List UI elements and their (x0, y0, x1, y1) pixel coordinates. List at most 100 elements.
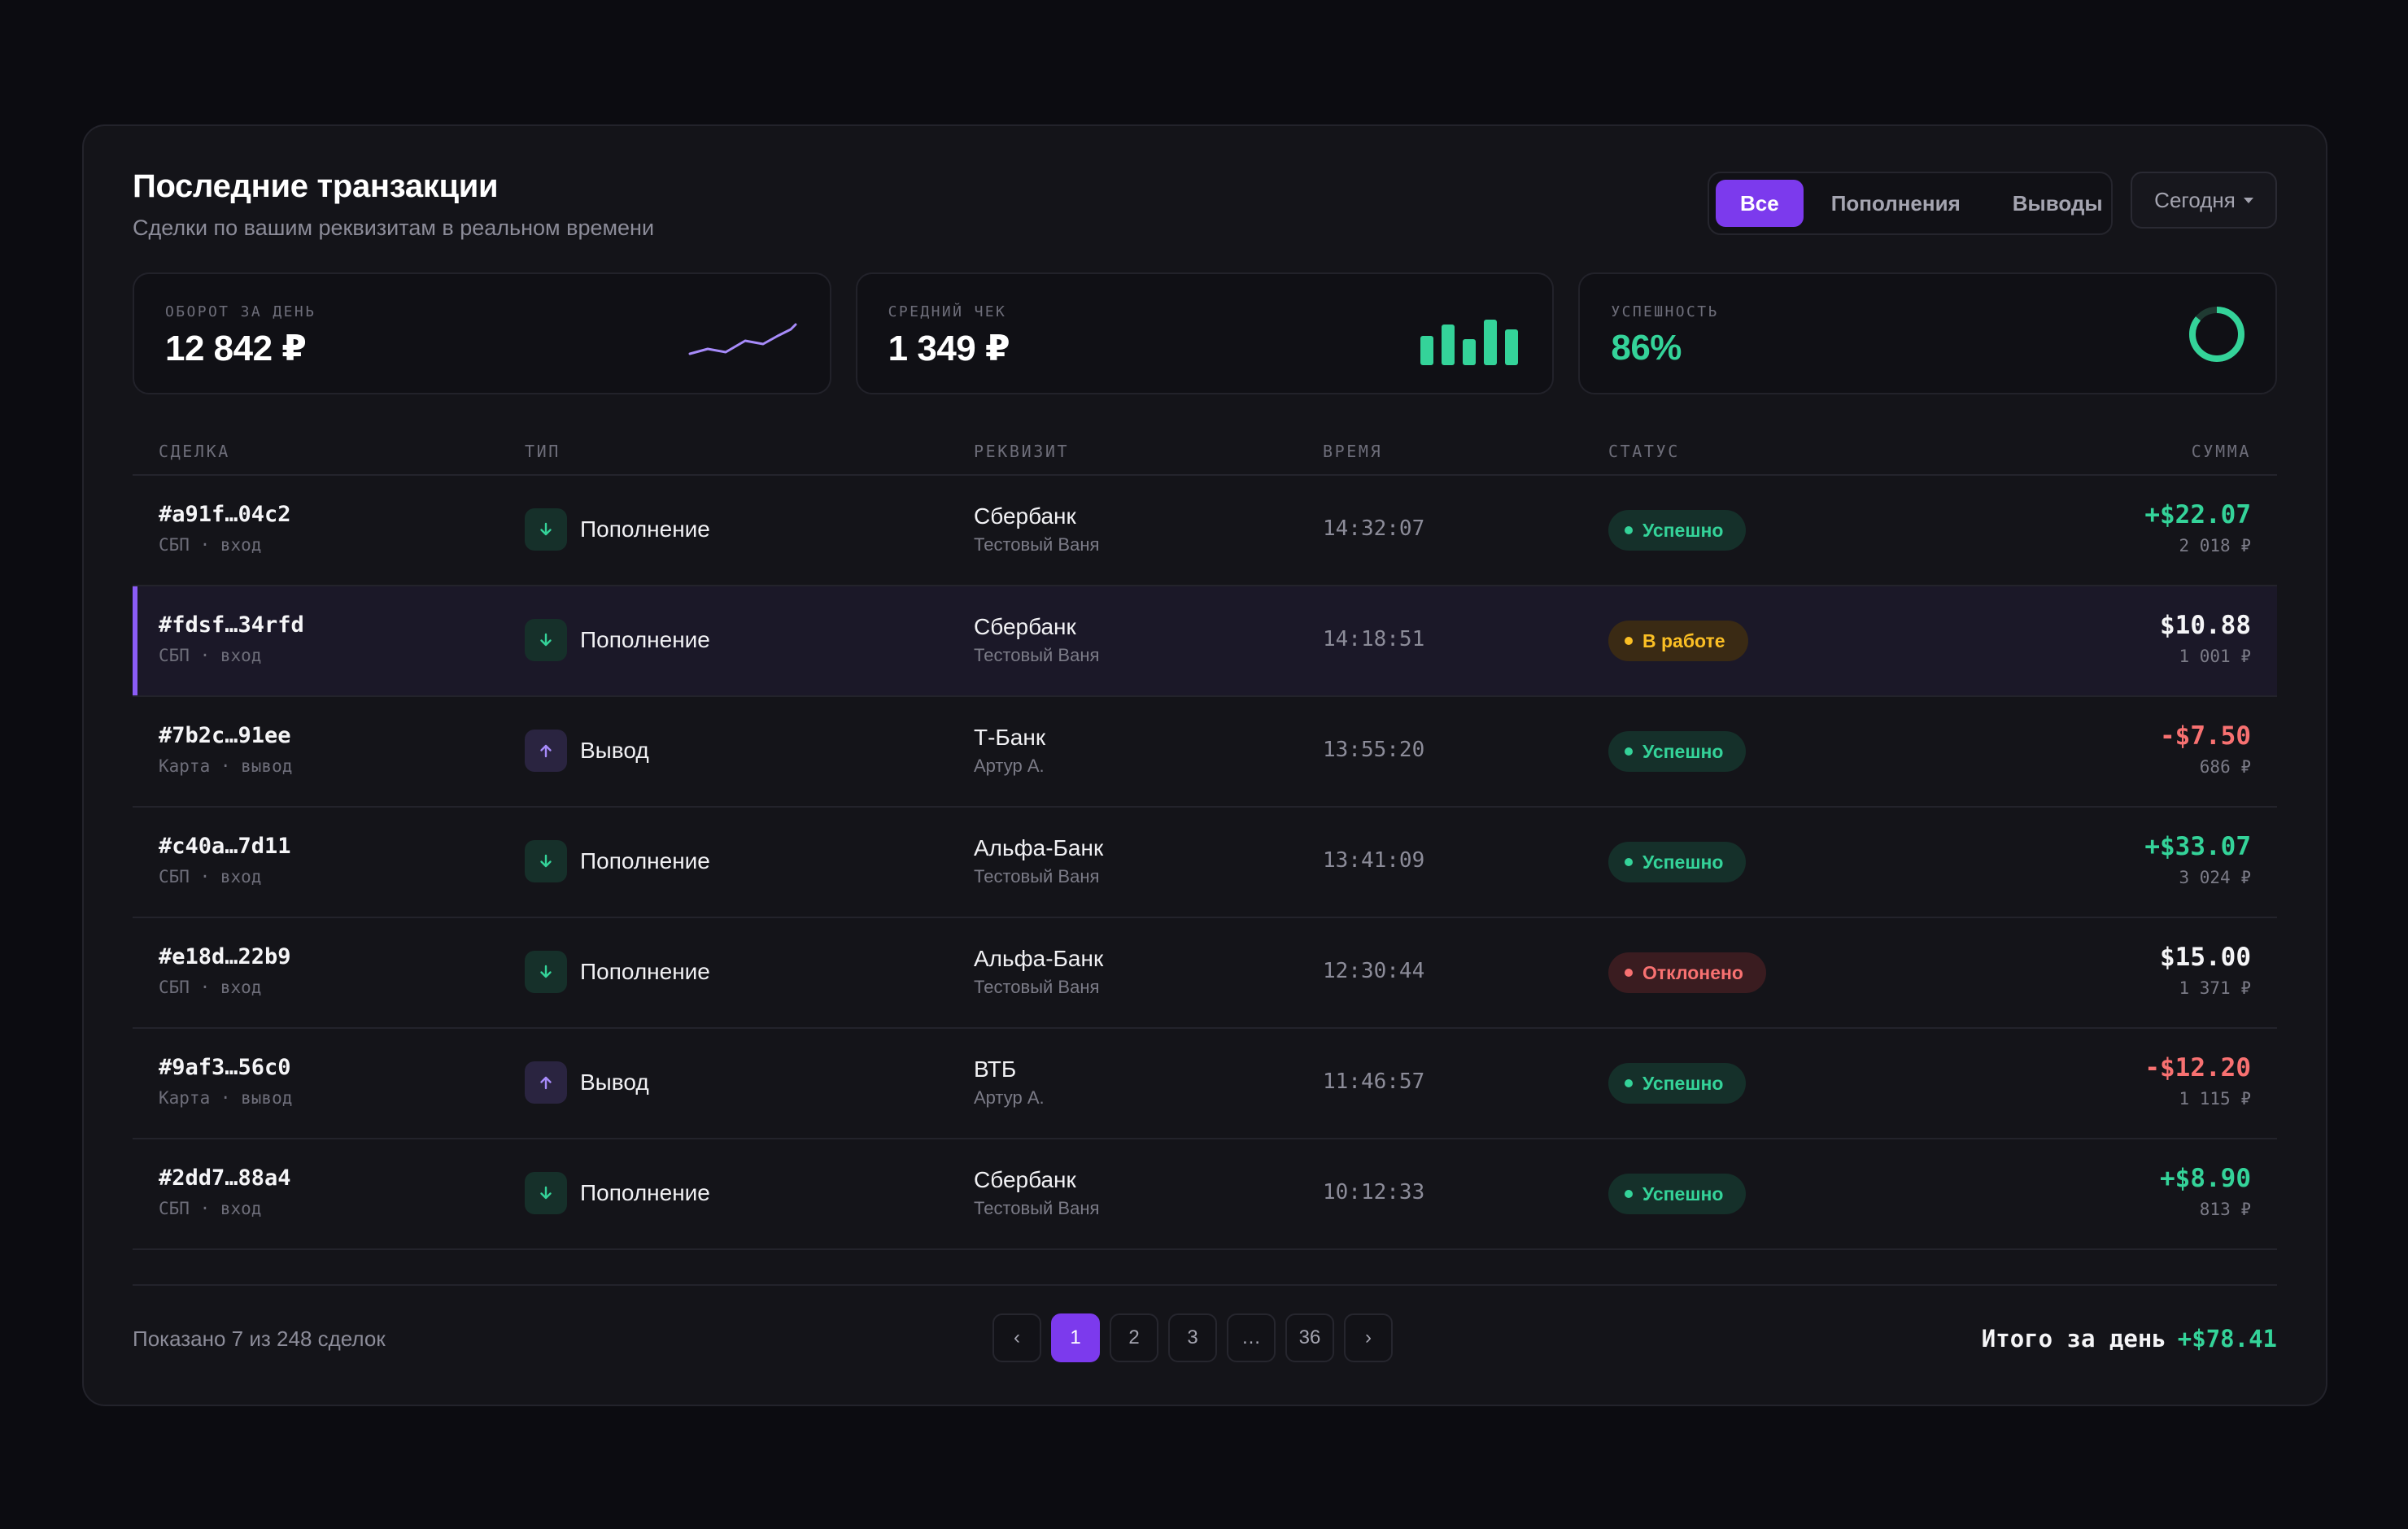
deal-id[interactable]: #9af3…56c0 (159, 1055, 291, 1080)
amount-rub: 1 115 ₽ (2179, 1089, 2251, 1109)
time-cell: 14:18:51 (1323, 627, 1425, 651)
holder-name: Артур А. (974, 1087, 1045, 1108)
holder-name: Артур А. (974, 756, 1045, 776)
status-label: В работе (1642, 629, 1725, 651)
deal-id[interactable]: #7b2c…91ee (159, 723, 291, 748)
time-cell: 13:41:09 (1323, 848, 1425, 873)
type-cell: Пополнение (525, 840, 710, 882)
page-subtitle: Сделки по вашим реквизитам в реальном вр… (133, 216, 655, 240)
deal-method: СБП · вход (159, 1199, 262, 1218)
deal-cell: #c40a…7d11 СБП · вход (159, 834, 291, 886)
status-dot-icon (1625, 747, 1633, 756)
holder-name: Тестовый Ваня (974, 534, 1100, 555)
stat-value: 1 349 ₽ (888, 329, 1010, 368)
time-cell: 10:12:33 (1323, 1180, 1425, 1204)
stat-success-rate: УСПЕШНОСТЬ 86% (1578, 272, 2278, 394)
tab-withdrawals[interactable]: Выводы (2012, 190, 2103, 216)
type-cell: Пополнение (525, 619, 710, 661)
status-label: Успешно (1642, 740, 1724, 762)
table-row[interactable]: #9af3…56c0 Карта · вывод Вывод ВТБ Артур А. 1… (133, 1029, 2277, 1139)
donut-chart (2189, 307, 2245, 362)
page-button[interactable]: 36 (1285, 1313, 1334, 1362)
requisite-cell: Сбербанк Тестовый Ваня (974, 503, 1099, 555)
table-row[interactable]: #a91f…04c2 СБП · вход Пополнение Сбербанк Те… (133, 476, 2277, 586)
requisite-cell: Т-Банк Артур А. (974, 725, 1045, 777)
bank-name: Альфа-Банк (974, 835, 1104, 860)
stat-average: СРЕДНИЙ ЧЕК 1 349 ₽ (855, 272, 1555, 394)
bank-name: Сбербанк (974, 614, 1076, 639)
status-label: Успешно (1642, 851, 1724, 873)
arrow-down-icon (525, 840, 567, 882)
amount-usd: $15.00 (2160, 943, 2251, 972)
type-cell: Пополнение (525, 1172, 710, 1214)
date-filter-dropdown[interactable]: Сегодня (2131, 172, 2277, 229)
amount-rub: 1 001 ₽ (2179, 647, 2251, 666)
type-cell: Пополнение (525, 951, 710, 993)
status-label: Успешно (1642, 519, 1724, 541)
prev-page-button[interactable]: ‹ (992, 1313, 1041, 1362)
time-cell: 11:46:57 (1323, 1069, 1425, 1094)
table-row[interactable]: #c40a…7d11 СБП · вход Пополнение Альфа-Банк… (133, 808, 2277, 918)
type-label: Вывод (580, 738, 649, 763)
status-cell: Успешно (1608, 510, 1747, 551)
table-row[interactable]: #7b2c…91ee Карта · вывод Вывод Т-Банк Артур … (133, 697, 2277, 808)
bar-mini-chart (1420, 320, 1519, 365)
status-dot-icon (1625, 1190, 1633, 1198)
next-page-button[interactable]: › (1344, 1313, 1393, 1362)
table-row[interactable]: #fdsf…34rfd СБП · вход Пополнение Сбербанк Т… (133, 586, 2277, 697)
requisite-cell: Сбербанк Тестовый Ваня (974, 1167, 1099, 1219)
arrow-up-icon (525, 730, 567, 772)
table-row[interactable]: #e18d…22b9 СБП · вход Пополнение Альфа-Банк… (133, 918, 2277, 1029)
type-cell: Вывод (525, 730, 649, 772)
holder-name: Тестовый Ваня (974, 977, 1100, 997)
status-cell: В работе (1608, 621, 1748, 661)
type-label: Пополнение (580, 848, 710, 873)
deal-id[interactable]: #e18d…22b9 (159, 944, 291, 969)
card-inner: Последние транзакции Сделки по вашим рек… (133, 126, 2278, 1405)
amount-rub: 3 024 ₽ (2179, 868, 2251, 887)
amount-usd: -$12.20 (2144, 1053, 2251, 1082)
tab-deposits[interactable]: Пополнения (1830, 190, 1961, 216)
bank-name: ВТБ (974, 1056, 1017, 1082)
arrow-down-icon (525, 951, 567, 993)
requisite-cell: Альфа-Банк Тестовый Ваня (974, 946, 1103, 998)
tab-all[interactable]: Все (1716, 180, 1804, 227)
status-badge: Успешно (1608, 731, 1747, 772)
transactions-table-body: #a91f…04c2 СБП · вход Пополнение Сбербанк Те… (133, 476, 2277, 1250)
page-button[interactable]: 3 (1168, 1313, 1217, 1362)
deal-id[interactable]: #c40a…7d11 (159, 834, 291, 859)
deal-cell: #a91f…04c2 СБП · вход (159, 502, 291, 555)
shown-count-text: Показано 7 из 248 сделок (133, 1326, 386, 1351)
deal-id[interactable]: #fdsf…34rfd (159, 612, 304, 638)
stat-label: ОБОРОТ ЗА ДЕНЬ (165, 303, 316, 320)
status-badge: В работе (1608, 621, 1748, 661)
table-row[interactable]: #2dd7…88a4 СБП · вход Пополнение Сбербанк Те… (133, 1139, 2277, 1250)
status-dot-icon (1625, 1079, 1633, 1087)
status-cell: Успешно (1608, 731, 1747, 772)
status-badge: Успешно (1608, 510, 1747, 551)
amount-cell: -$12.20 1 115 ₽ (2144, 1053, 2251, 1109)
deal-method: Карта · вывод (159, 1088, 293, 1108)
stat-label: УСПЕШНОСТЬ (1611, 303, 1719, 320)
requisite-cell: Сбербанк Тестовый Ваня (974, 614, 1099, 666)
deal-method: СБП · вход (159, 867, 262, 886)
amount-cell: +$22.07 2 018 ₽ (2144, 500, 2251, 555)
requisite-cell: ВТБ Артур А. (974, 1056, 1045, 1109)
deal-method: СБП · вход (159, 535, 262, 555)
column-header-requisite: РЕКВИЗИТ (974, 442, 1070, 461)
bank-name: Сбербанк (974, 1167, 1076, 1192)
column-header-status: СТАТУС (1608, 442, 1680, 461)
status-dot-icon (1625, 526, 1633, 534)
page-ellipsis: … (1227, 1313, 1276, 1362)
deal-id[interactable]: #a91f…04c2 (159, 502, 291, 527)
deal-cell: #e18d…22b9 СБП · вход (159, 944, 291, 997)
column-header-type: ТИП (525, 442, 561, 461)
page-button[interactable]: 2 (1110, 1313, 1158, 1362)
status-badge: Успешно (1608, 1174, 1747, 1214)
deal-id[interactable]: #2dd7…88a4 (159, 1165, 291, 1191)
stat-turnover: ОБОРОТ ЗА ДЕНЬ 12 842 ₽ (133, 272, 831, 394)
page-button[interactable]: 1 (1051, 1313, 1100, 1362)
daily-total-value: +$78.41 (2177, 1325, 2277, 1353)
bank-name: Т-Банк (974, 725, 1046, 750)
deal-cell: #9af3…56c0 Карта · вывод (159, 1055, 292, 1108)
